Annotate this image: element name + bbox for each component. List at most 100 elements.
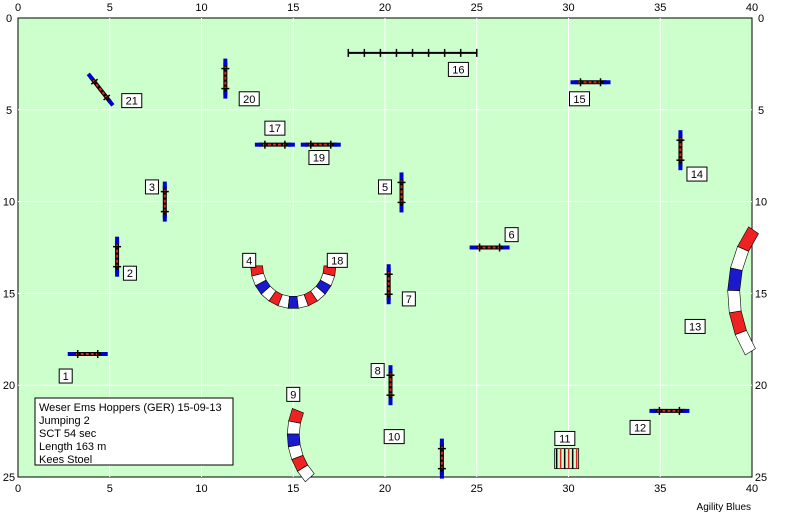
jump-obstacle: [649, 406, 690, 415]
obstacle-number: 18: [331, 255, 343, 267]
weave-poles: [554, 448, 580, 470]
obstacle-label-3: 3: [144, 179, 159, 195]
obstacle-label-18: 18: [326, 252, 348, 268]
y-tick-label: 0: [6, 13, 12, 25]
obstacle-number: 6: [509, 230, 515, 242]
obstacle-number: 20: [243, 94, 255, 106]
x-tick-label: 5: [107, 483, 113, 495]
y-tick-label: 10: [3, 197, 15, 209]
jump-obstacle: [384, 264, 393, 305]
y-tick-label: 20: [755, 380, 767, 392]
jump-obstacle: [160, 181, 169, 222]
obstacle-label-box: [569, 91, 591, 107]
tunnels: [250, 226, 759, 483]
obstacle-label-19: 19: [308, 150, 330, 166]
jump-obstacle: [397, 172, 406, 213]
info-length: Length 163 m: [39, 441, 106, 453]
x-tick-label: 20: [379, 2, 391, 14]
tunnel-segment: [286, 420, 301, 435]
y-tick-label: 15: [755, 288, 767, 300]
obstacle-label-box: [447, 61, 469, 77]
obstacle-label-box: [370, 363, 385, 379]
x-tick-label: 10: [195, 2, 207, 14]
tunnel-u: [250, 265, 337, 309]
x-tick-label: 40: [746, 483, 758, 495]
top-axis-ticks: 0 5 10 15 20 25 30 35 40: [15, 2, 758, 14]
y-tick-label: 0: [758, 13, 764, 25]
obstacle-label-box: [383, 429, 405, 445]
info-class: Jumping 2: [39, 415, 90, 427]
obstacle-label-box: [286, 386, 301, 402]
obstacle-label-box: [242, 252, 257, 268]
obstacle-label-4: 4: [242, 252, 257, 268]
right-axis-ticks: 0 5 10 15 20 25: [755, 13, 767, 484]
info-sct: SCT 54 sec: [39, 428, 97, 440]
obstacle-label-12: 12: [629, 419, 651, 435]
obstacle-number: 4: [246, 255, 252, 267]
obstacle-label-box: [378, 179, 392, 195]
x-tick-label: 30: [562, 2, 574, 14]
jump-obstacle: [86, 72, 115, 107]
jump-obstacle: [570, 78, 611, 87]
y-tick-label: 25: [3, 472, 15, 484]
obstacle-label-11: 11: [554, 430, 576, 446]
obstacle-label-8: 8: [370, 363, 385, 379]
obstacle-number: 8: [375, 366, 381, 378]
obstacle-number: 16: [452, 64, 464, 76]
obstacle-label-box: [238, 91, 260, 107]
jump-obstacle: [437, 438, 446, 479]
obstacle-label-5: 5: [378, 179, 392, 195]
obstacle-label-10: 10: [383, 429, 405, 445]
obstacle-label-1: 1: [58, 368, 73, 384]
info-box-frame: [34, 397, 234, 466]
x-tick-label: 15: [287, 2, 299, 14]
jump-wing-right: [107, 98, 115, 107]
obstacle-number: 12: [634, 422, 646, 434]
x-tick-label: 10: [195, 483, 207, 495]
jump-wing-left: [86, 72, 95, 81]
x-tick-label: 20: [379, 483, 391, 495]
tunnel-segment: [727, 267, 743, 291]
jump-obstacle: [469, 243, 510, 252]
x-tick-label: 5: [107, 2, 113, 14]
obstacle-label-15: 15: [569, 91, 591, 107]
obstacle-number: 9: [290, 389, 296, 401]
info-event: Weser Ems Hoppers (GER) 15-09-13: [39, 402, 222, 414]
obstacle-label-6: 6: [504, 227, 519, 243]
obstacle-label-9: 9: [286, 386, 301, 402]
left-axis-ticks: 0 5 10 15 20 25: [3, 13, 15, 484]
obstacle-label-box: [504, 227, 519, 243]
x-tick-label: 15: [287, 483, 299, 495]
y-tick-label: 25: [755, 472, 767, 484]
y-tick-label: 5: [758, 105, 764, 117]
jumps: [67, 58, 690, 479]
obstacle-label-box: [122, 265, 137, 281]
obstacle-number: 3: [149, 182, 155, 194]
jump-obstacle: [300, 140, 341, 149]
x-tick-label: 0: [15, 483, 21, 495]
obstacle-label-14: 14: [686, 166, 708, 182]
jump-obstacle: [386, 365, 395, 406]
obstacle-number: 15: [573, 94, 585, 106]
tunnel-segment: [727, 290, 742, 314]
y-tick-label: 20: [3, 380, 15, 392]
obstacle-number: 21: [126, 96, 138, 108]
obstacle-number: 11: [559, 433, 570, 445]
jump-obstacle: [676, 130, 685, 171]
obstacle-label-box: [629, 419, 651, 435]
obstacle-label-box: [686, 166, 708, 182]
dogwalk: [347, 48, 478, 57]
weave-frame: [554, 448, 580, 470]
obstacle-label-box: [144, 179, 159, 195]
obstacle-label-box: [58, 368, 73, 384]
tunnel-segment: [297, 464, 315, 483]
bottom-axis-ticks: 0 5 10 15 20 25 30 35 40: [15, 483, 758, 495]
obstacle-number: 2: [127, 268, 133, 280]
obstacle-label-box: [401, 291, 416, 307]
x-tick-label: 25: [471, 2, 483, 14]
obstacle-number: 19: [313, 153, 325, 165]
obstacle-label-box: [554, 430, 576, 446]
jump-post-right: [103, 94, 111, 101]
